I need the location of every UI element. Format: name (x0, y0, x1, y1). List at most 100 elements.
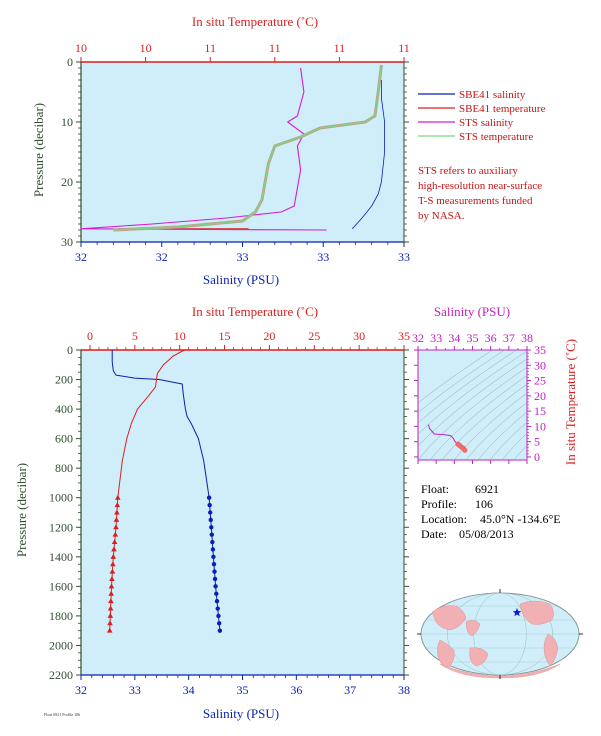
sbe41-temperature-marker (107, 620, 113, 626)
top-pressure-axis-title: Pressure (decibar) (31, 103, 46, 197)
legend-label: SBE41 temperature (459, 103, 546, 115)
sbe41-salinity-marker (217, 628, 223, 633)
ts-y-tick-label: 5 (534, 435, 540, 449)
sbe41-salinity-marker (215, 606, 220, 611)
sbe41-temperature-marker (110, 553, 117, 559)
left-tick-label: 2000 (49, 638, 73, 652)
sbe41-temperature-marker (113, 516, 120, 522)
bottom-tick-label: 36 (290, 683, 302, 697)
sbe41-temperature-marker (106, 627, 113, 633)
main-salinity-axis-title: Salinity (PSU) (203, 706, 279, 721)
sbe41-salinity-marker (208, 510, 213, 515)
date-label: Date: (421, 527, 447, 541)
legend-note-line: high-resolution near-surface (418, 180, 542, 192)
legend-label: SBE41 salinity (459, 89, 526, 101)
top-tick-label: 11 (204, 41, 216, 55)
left-tick-label: 200 (55, 373, 73, 387)
bottom-tick-label: 35 (237, 683, 249, 697)
bottom-tick-label: 33 (237, 250, 249, 264)
sbe41-salinity-marker (211, 562, 217, 567)
sts-temperature-line (113, 64, 382, 231)
ts-y-tick-label: 15 (534, 404, 546, 418)
sbe41-temperature-marker (110, 561, 116, 567)
ts-plot-area (417, 349, 528, 461)
left-tick-label: 800 (55, 461, 73, 475)
ts-curve (428, 424, 468, 453)
ts-y-tick-label: 0 (534, 450, 540, 464)
density-contour (489, 421, 527, 460)
bottom-tick-label: 34 (183, 683, 195, 697)
sbe41-temperature-marker (113, 524, 119, 530)
top-tick-label: 11 (398, 41, 410, 55)
bottom-tick-label: 33 (317, 250, 329, 264)
top-tick-label: 35 (398, 329, 410, 343)
bottom-tick-label: 32 (156, 250, 168, 264)
ts-x-tick-label: 33 (430, 331, 442, 345)
ts-deep-point (462, 447, 468, 453)
sbe41-temperature-marker (112, 531, 119, 537)
density-contour (418, 366, 527, 460)
top-tick-label: 25 (308, 329, 320, 343)
top-tick-label: 10 (75, 41, 87, 55)
ts-x-tick-label: 34 (448, 331, 460, 345)
top-tick-label: 10 (140, 41, 152, 55)
ts-x-tick-label: 35 (467, 331, 479, 345)
density-contour (513, 444, 527, 460)
top-tick-label: 0 (87, 329, 93, 343)
sbe41-salinity-marker (209, 532, 215, 537)
sbe41-temperature-marker (114, 502, 121, 508)
sbe41-salinity-marker (214, 591, 219, 596)
sbe41-temperature-marker (108, 583, 115, 589)
ts-y-tick-label: 30 (534, 358, 546, 372)
ts-x-tick-label: 37 (503, 331, 515, 345)
sbe41-salinity-marker (216, 621, 222, 626)
left-tick-label: 600 (55, 432, 73, 446)
left-tick-label: 0 (67, 55, 73, 69)
main-plot-area (80, 349, 405, 676)
float-location-marker (512, 608, 522, 617)
legend: SBE41 salinity SBE41 temperature STS salin… (418, 89, 546, 222)
location-label: Location: (421, 512, 467, 526)
density-contour (501, 432, 527, 460)
left-tick-label: 1400 (49, 550, 73, 564)
sts-salinity-line (80, 67, 327, 231)
sbe41-temperature-marker (108, 590, 115, 596)
sbe41-temperature-marker (111, 546, 117, 552)
sbe41-temperature-marker (114, 494, 121, 500)
top-tick-label: 11 (334, 41, 346, 55)
legend-note-line: T-S measurements funded (418, 195, 533, 207)
left-tick-label: 30 (61, 235, 73, 249)
density-contour (418, 350, 527, 435)
top-tick-label: 11 (269, 41, 281, 55)
legend-note-line: STS refers to auxiliary (418, 165, 518, 177)
density-contour (477, 411, 527, 460)
map-axis-ticks (417, 589, 583, 679)
sbe41-salinity-marker (210, 539, 215, 545)
top-tick-label: 10 (174, 329, 186, 343)
top-tick-label: 30 (353, 329, 365, 343)
bottom-tick-label: 38 (398, 683, 410, 697)
density-contours (418, 350, 527, 460)
main-pressure-axis-title: Pressure (decibar) (14, 463, 29, 557)
bottom-tick-label: 32 (75, 683, 87, 697)
sbe41-temperature-marker (114, 509, 120, 515)
density-contour (429, 375, 527, 460)
density-contour (418, 350, 505, 414)
top-salinity-axis-title: Salinity (PSU) (203, 272, 279, 287)
density-contour (465, 401, 527, 460)
float-label: Float: (421, 482, 449, 496)
map-land (431, 600, 561, 679)
profile-label: Profile: (421, 497, 457, 511)
float-value: 6921 (475, 482, 499, 496)
sbe41-temperature-marker (111, 539, 118, 545)
sbe41-salinity-line (111, 350, 221, 631)
main-temperature-axis-title: In situ Temperature (˚C) (192, 304, 318, 319)
left-tick-label: 400 (55, 402, 73, 416)
sbe41-salinity-marker (209, 525, 214, 530)
ts-x-tick-label: 38 (521, 331, 533, 345)
